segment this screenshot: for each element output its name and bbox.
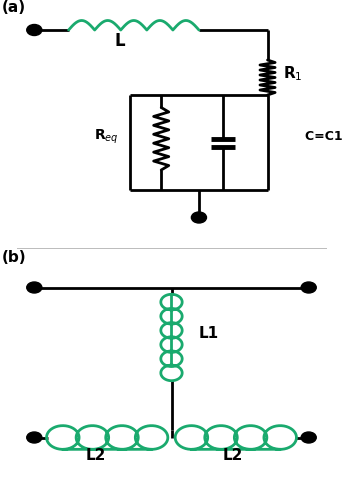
Circle shape bbox=[191, 212, 206, 223]
Text: L2: L2 bbox=[86, 448, 106, 463]
Text: (b): (b) bbox=[2, 250, 26, 266]
Circle shape bbox=[27, 282, 42, 293]
Text: L1: L1 bbox=[199, 326, 219, 340]
Circle shape bbox=[301, 282, 316, 293]
Circle shape bbox=[301, 432, 316, 443]
Circle shape bbox=[27, 432, 42, 443]
Circle shape bbox=[27, 24, 42, 36]
Text: (a): (a) bbox=[2, 0, 26, 16]
Text: L2: L2 bbox=[223, 448, 244, 463]
Text: C=C1 +C2: C=C1 +C2 bbox=[305, 130, 343, 143]
Text: L: L bbox=[115, 32, 125, 50]
Text: R$_{eq}$: R$_{eq}$ bbox=[94, 128, 119, 146]
Text: R$_1$: R$_1$ bbox=[283, 64, 303, 84]
